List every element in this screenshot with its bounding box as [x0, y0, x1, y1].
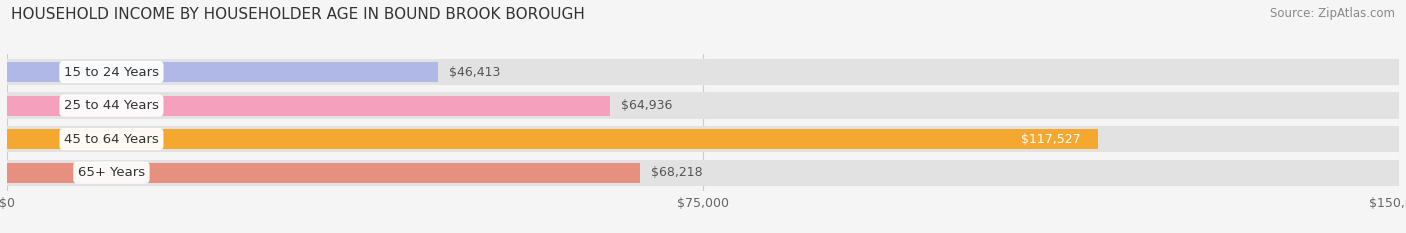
Text: $46,413: $46,413	[449, 65, 501, 79]
Bar	[7, 129, 1098, 149]
Text: 45 to 64 Years: 45 to 64 Years	[65, 133, 159, 146]
Bar	[7, 96, 610, 116]
Text: 65+ Years: 65+ Years	[77, 166, 145, 179]
Bar	[7, 163, 640, 183]
Bar	[7, 93, 1399, 119]
Text: 15 to 24 Years: 15 to 24 Years	[63, 65, 159, 79]
Bar	[7, 62, 437, 82]
Bar	[7, 160, 1399, 186]
Text: $117,527: $117,527	[1021, 133, 1081, 146]
Text: HOUSEHOLD INCOME BY HOUSEHOLDER AGE IN BOUND BROOK BOROUGH: HOUSEHOLD INCOME BY HOUSEHOLDER AGE IN B…	[11, 7, 585, 22]
Text: Source: ZipAtlas.com: Source: ZipAtlas.com	[1270, 7, 1395, 20]
Text: $64,936: $64,936	[620, 99, 672, 112]
Text: $68,218: $68,218	[651, 166, 703, 179]
Bar	[7, 59, 1399, 85]
Bar	[7, 126, 1399, 152]
Text: 25 to 44 Years: 25 to 44 Years	[65, 99, 159, 112]
